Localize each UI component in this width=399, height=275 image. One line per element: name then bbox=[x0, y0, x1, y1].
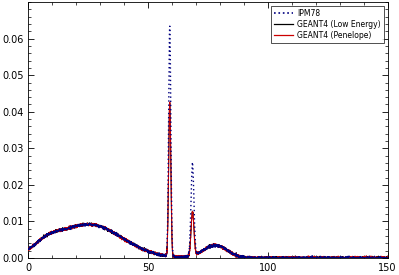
Legend: IPM78, GEANT4 (Low Energy), GEANT4 (Penelope): IPM78, GEANT4 (Low Energy), GEANT4 (Pene… bbox=[271, 6, 384, 43]
